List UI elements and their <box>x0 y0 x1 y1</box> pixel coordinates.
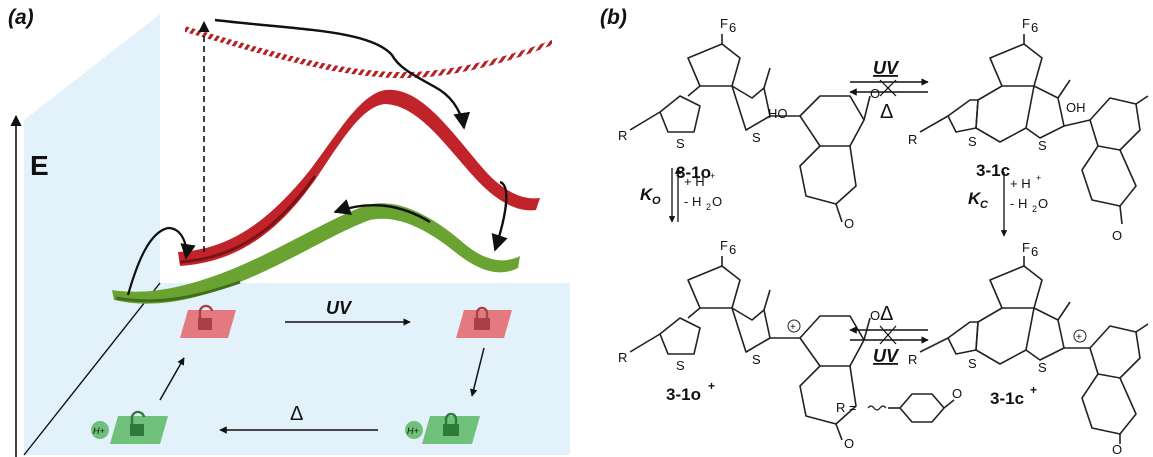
top-heat-label: Δ <box>880 101 893 123</box>
cation-charge-op: + <box>790 322 796 333</box>
o-label-c: O <box>1112 228 1122 243</box>
r-label-cp: R <box>908 352 917 367</box>
k-open-sub: O <box>652 195 661 207</box>
molecule-3-1c-plus: F 6 S R S + O 3-1c + <box>908 240 1149 457</box>
green-to-red-arrow <box>126 226 196 296</box>
protonation-cycle-arrow <box>469 347 485 397</box>
proton-badge <box>91 421 109 439</box>
compound-3-1o-plus-label: 3-1o <box>666 385 701 404</box>
o-label-op2: O <box>844 436 854 451</box>
relaxation-path <box>214 18 470 130</box>
o-label-op: O <box>870 308 880 323</box>
locked-red-tile <box>456 306 512 338</box>
cation-charge-cp: + <box>1076 332 1082 343</box>
return-cycle-arrow <box>159 357 185 401</box>
f6-label: F <box>720 16 728 31</box>
back-plane <box>24 14 160 455</box>
k-open-label: K <box>640 185 654 204</box>
panel-a: (a) E <box>8 6 570 457</box>
lose-water-tail: O <box>712 194 722 209</box>
f6-sub-c: 6 <box>1031 20 1038 35</box>
r-label-c: R <box>908 132 917 147</box>
add-proton-label-c: + H <box>1010 176 1031 191</box>
red-to-green-arrow <box>491 180 508 252</box>
add-proton-sup-c: + <box>1036 173 1041 183</box>
s-label-c: S <box>968 134 977 149</box>
ho-label: HO <box>768 106 788 121</box>
lose-water-sub-c: 2 <box>1032 204 1037 214</box>
compound-3-1c-plus-label: 3-1c <box>990 389 1024 408</box>
s-label-cp: S <box>968 356 977 371</box>
f6-label-cp: F <box>1022 240 1030 255</box>
uv-cycle-label: UV <box>326 298 353 318</box>
locked-lock-icon <box>474 318 490 330</box>
compound-3-1o-label: 3-1o <box>676 163 711 182</box>
oh-label: OH <box>1066 100 1086 115</box>
proton-label: H+ <box>93 426 105 436</box>
compound-3-1o-plus-sup: + <box>708 379 715 393</box>
s-label-op2: S <box>752 352 761 367</box>
heat-cycle-label: Δ <box>290 403 303 425</box>
unlocked-red-tile <box>180 304 236 338</box>
lose-water-tail-c: O <box>1038 196 1048 211</box>
k-closed-sub: C <box>980 199 989 211</box>
r-label-op: R <box>618 350 627 365</box>
f6-label-op: F <box>720 238 728 253</box>
r-group-definition: R = O <box>836 386 962 423</box>
lose-water-label-c: - H <box>1010 196 1027 211</box>
energy-axis-label: E <box>30 150 49 181</box>
o-label: O <box>870 86 880 101</box>
f6-sub: 6 <box>729 20 736 35</box>
r-definition-o: O <box>952 386 962 401</box>
excited-state-surface <box>185 26 552 79</box>
red-energy-surface <box>178 89 540 266</box>
depth-axis <box>23 282 161 456</box>
panel-b: (b) F 6 S R S HO O O 3-1o <box>600 6 1149 457</box>
panel-a-label: (a) <box>8 6 34 29</box>
molecule-3-1c: F 6 S R S OH O 3-1c <box>908 16 1149 243</box>
bottom-heat-label: Δ <box>880 303 893 325</box>
s-label: S <box>676 136 685 151</box>
lose-water-label: - H <box>684 194 701 209</box>
f6-sub-cp: 6 <box>1031 244 1038 259</box>
green-backward-arrow <box>333 199 431 224</box>
lose-water-sub: 2 <box>706 202 711 212</box>
f6-sub-op: 6 <box>729 242 736 257</box>
green-energy-surface <box>112 203 520 304</box>
bottom-uv-label: UV <box>873 346 900 366</box>
add-proton-sup: + <box>710 171 715 181</box>
f6-label-c: F <box>1022 16 1030 31</box>
s-label-2: S <box>752 130 761 145</box>
molecule-3-1o-plus: F 6 S R S + O O 3-1o + <box>618 238 880 451</box>
o-label-2: O <box>844 216 854 231</box>
panel-b-label: (b) <box>600 6 627 29</box>
locked-protonated-tile: H+ <box>405 412 480 444</box>
r-definition-label: R = <box>836 400 857 415</box>
s-label-c2: S <box>1038 138 1047 153</box>
add-proton-label: + H <box>684 174 705 189</box>
top-uv-label: UV <box>873 58 900 78</box>
molecule-3-1o: F 6 S R S HO O O 3-1o <box>618 16 880 231</box>
r-label: R <box>618 128 627 143</box>
proton-label-2: H+ <box>407 426 419 436</box>
right-protonation-equilibrium: K C + H + - H 2 O <box>968 172 1048 237</box>
s-label-cp2: S <box>1038 360 1047 375</box>
bottom-photo-equilibrium: Δ UV <box>849 303 929 366</box>
compound-3-1c-label: 3-1c <box>976 161 1010 180</box>
top-photo-equilibrium: UV Δ <box>849 58 929 123</box>
floor-plane <box>24 283 570 455</box>
k-closed-label: K <box>968 189 982 208</box>
unlocked-protonated-tile: H+ <box>91 410 168 444</box>
s-label-op: S <box>676 358 685 373</box>
left-protonation-equilibrium: K O + H + - H 2 O <box>640 167 722 223</box>
compound-3-1c-plus-sup: + <box>1030 383 1037 397</box>
o-label-cp: O <box>1112 442 1122 457</box>
unlocked-lock-icon <box>198 318 212 330</box>
